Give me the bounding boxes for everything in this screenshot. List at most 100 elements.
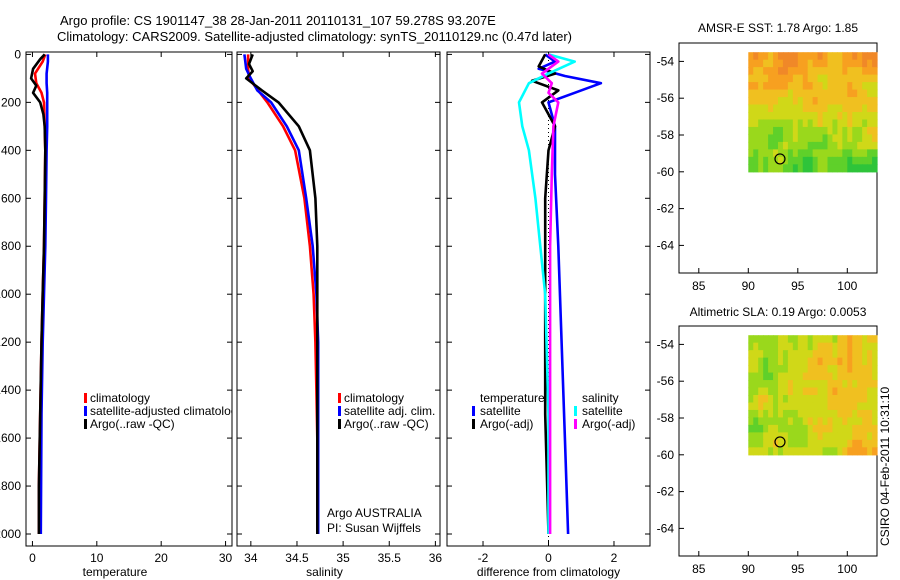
sla_map-heatmap-cell [802,335,809,344]
sla_map-heatmap-cell [852,372,858,381]
sst_map-heatmap-cell [807,134,814,143]
sla_map-heatmap-cell [792,372,799,381]
sst_map-heatmap-cell [862,164,868,173]
sla_map-heatmap-cell [862,365,868,374]
sla_map-heatmap-cell [857,372,863,381]
sla_map-heatmap-cell [773,335,779,344]
sla_map-heatmap-cell [817,380,824,389]
sla_map-heatmap-cell [753,342,759,351]
sst_map-heatmap-cell [857,126,863,136]
sst_map-heatmap-cell [817,52,824,61]
sla_map-heatmap-cell [768,350,774,359]
sst_map-heatmap-cell [768,112,774,121]
sla_map-heatmap-cell [862,335,868,344]
sst_map-heatmap-cell [857,74,863,83]
sla_map-heatmap-cell [807,372,814,381]
sla_map-heatmap-cell [807,387,814,396]
sst_map-heatmap-cell [822,104,829,113]
sst_map-heatmap-cell [753,82,759,91]
sst_map-heatmap-cell [862,82,868,91]
sst_map-heatmap-cell [787,164,794,173]
sst_map-heatmap-cell [862,126,868,136]
sst_map-heatmap-cell [842,156,848,165]
sst_map-heatmap-cell [827,164,834,173]
sst_map-heatmap-cell [802,82,809,91]
sla_map-heatmap-cell [773,432,779,441]
sst_map-heatmap-cell [778,104,784,113]
sst_map-heatmap-cell [748,97,754,106]
sst_map-heatmap-cell [753,97,759,106]
sst_map-heatmap-cell [782,112,789,121]
sla_map-heatmap-cell [748,424,754,433]
sla_map-heatmap-cell [763,335,769,344]
sla_map-heatmap-cell [802,342,809,351]
sla_map-heatmap-cell [832,350,838,359]
sla_map-heatmap-cell [842,335,848,344]
sst_map-heatmap-cell [872,164,878,173]
difference-legend-swatch-magenta [574,419,577,429]
sla_map-heatmap-cell [787,372,794,381]
sla_map-heatmap-cell [758,342,764,351]
sst_map-heatmap-cell [867,52,873,61]
sla_map-heatmap-cell [802,402,809,411]
sst_map-heatmap-cell [758,59,764,68]
sla_map-heatmap-cell [773,409,779,419]
sst_map-heatmap-cell [753,89,759,98]
sla_map-heatmap-cell [748,447,754,456]
sla_map-heatmap-cell [867,447,873,456]
sla_map-heatmap-cell [872,402,878,411]
sla_map-heatmap-cell [768,365,774,374]
sla_map-heatmap-cell [842,439,848,448]
sla_map-heatmap-cell [832,402,838,411]
sst_map-heatmap-cell [802,126,809,136]
sla_map-heatmap-cell [763,357,769,366]
sst_map-heatmap-cell [857,134,863,143]
sst_map-heatmap-cell [753,119,759,128]
sla_map-heatmap-cell [753,350,759,359]
sst_map-heatmap-cell [847,104,853,113]
sst_map-heatmap-cell [768,74,774,83]
sla_map-heatmap-cell [867,409,873,419]
sla_map-heatmap-cell [872,372,878,381]
sla_map-heatmap-cell [872,387,878,396]
sst_map-xtick-label: 95 [791,279,805,293]
sst_map-heatmap-cell [872,74,878,83]
sst_map-heatmap-cell [802,59,809,68]
sla_map-heatmap-cell [867,365,873,374]
sst_map-heatmap-cell [778,134,784,143]
sla_map-heatmap-cell [763,402,769,411]
sst_map-heatmap-cell [792,134,799,143]
sst_map-heatmap-cell [822,141,829,150]
sla_map-heatmap-cell [797,335,804,344]
sla_map-heatmap [748,335,878,456]
sla_map-xtick-label: 85 [692,562,706,576]
sst_map-heatmap-cell [778,156,784,165]
sst_map-heatmap-cell [832,104,838,113]
sla_map-heatmap-cell [787,395,794,404]
sst_map-heatmap-cell [867,119,873,128]
sst_map-heatmap-cell [758,89,764,98]
sst_map-heatmap-cell [872,126,878,136]
sla_map-heatmap-cell [773,424,779,433]
sla_map-heatmap-cell [857,387,863,396]
sla_map-heatmap-cell [817,387,824,396]
sla_map-heatmap-cell [768,342,774,351]
sla_map-heatmap-cell [842,342,848,351]
sst_map-heatmap-cell [837,52,843,61]
sla_map-heatmap-cell [817,402,824,411]
sst_map-heatmap-cell [837,119,843,128]
sst_map-heatmap-cell [807,104,814,113]
sla_map-heatmap-cell [763,447,769,456]
sst_map-xtick-label: 90 [742,279,756,293]
sst_map-heatmap-cell [872,52,878,61]
sla_map-heatmap-cell [817,342,824,351]
sla_map-heatmap-cell [827,402,834,411]
sst_map-heatmap-cell [852,89,858,98]
sla_map-heatmap-cell [822,432,829,441]
sst_map-heatmap-cell [807,89,814,98]
sst_map-heatmap-cell [778,59,784,68]
sla_map-heatmap-cell [817,432,824,441]
sla_map-heatmap-cell [763,380,769,389]
sla_map-heatmap-cell [832,417,838,426]
sst_map-heatmap-cell [852,82,858,91]
